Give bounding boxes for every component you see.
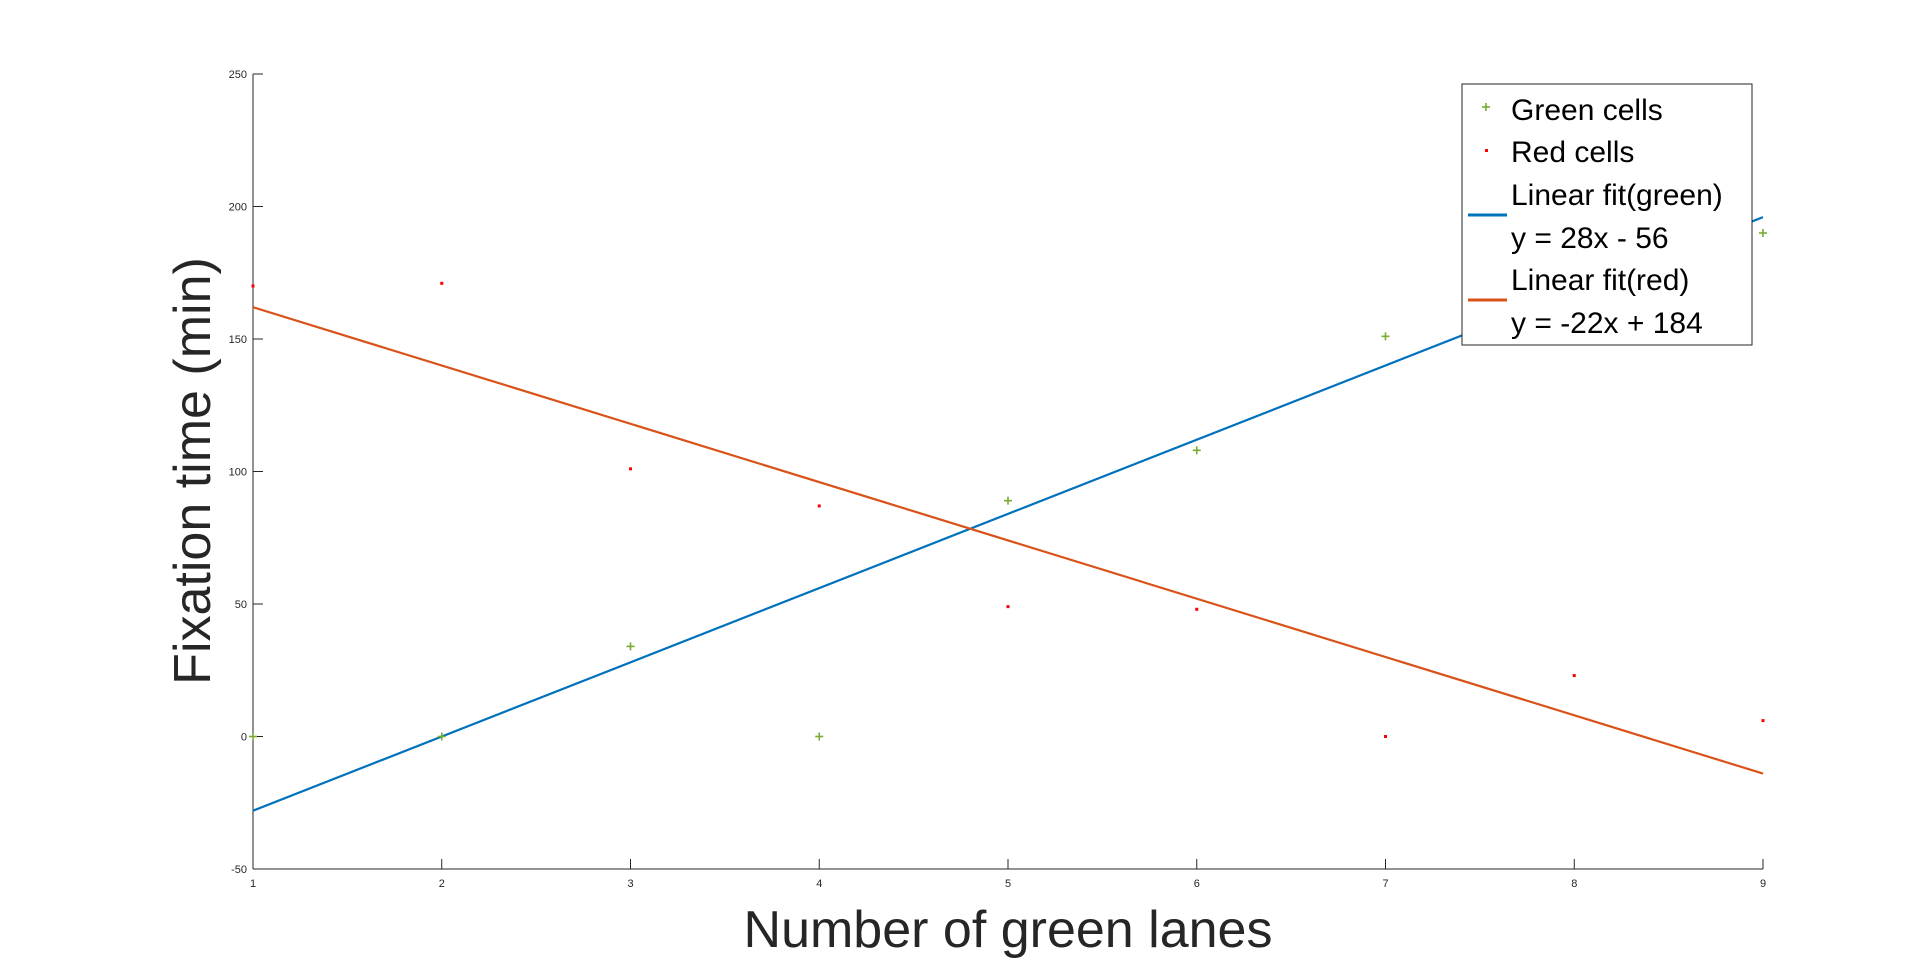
- legend-box: [1461, 83, 1753, 346]
- red-cell-point: [1572, 674, 1576, 678]
- red-cell-point: [1761, 719, 1765, 723]
- linear-fit-red-line: [252, 306, 1764, 775]
- red-cell-point: [1384, 735, 1387, 738]
- x-tick-label: 5: [1005, 878, 1011, 890]
- y-tick-label: 50: [235, 599, 247, 611]
- x-tick-label: 2: [439, 878, 445, 890]
- red-cell-point: [629, 467, 632, 471]
- x-tick-label: 8: [1571, 878, 1577, 890]
- green-cell-point: [249, 732, 257, 741]
- y-tick-label: 250: [229, 69, 247, 81]
- legend: Green cells Red cells Linear fit(green) …: [1461, 83, 1753, 346]
- green-cell-point: [437, 732, 446, 741]
- red-cell-point: [1006, 605, 1010, 609]
- legend-item-red-cells: Red cells: [1485, 136, 1634, 169]
- legend-label-red-cells: Red cells: [1511, 136, 1634, 169]
- x-tick-label: 6: [1194, 878, 1200, 890]
- green-cell-point: [626, 642, 635, 651]
- x-ticks: 1 2 3 4 5 6 7 8 9: [250, 859, 1766, 890]
- x-tick-label: 7: [1382, 878, 1388, 890]
- x-tick-label: 1: [250, 878, 256, 890]
- red-cell-point: [1195, 607, 1199, 611]
- red-cell-point: [817, 504, 821, 508]
- data-points: [249, 229, 1767, 741]
- y-tick-label: 100: [229, 467, 247, 479]
- y-tick-label: 200: [229, 202, 247, 214]
- green-cell-point: [1004, 496, 1012, 505]
- red-cell-point: [251, 284, 255, 288]
- y-tick-label: 150: [229, 334, 247, 346]
- x-tick-label: 9: [1760, 878, 1766, 890]
- x-axis-title: Number of green lanes: [744, 901, 1273, 959]
- legend-equation-linear-fit-red: y = -22x + 184: [1511, 307, 1703, 340]
- legend-marker-red-cells: [1485, 149, 1488, 152]
- green-cell-point: [1759, 229, 1767, 237]
- red-cell-point: [440, 281, 444, 285]
- green-cell-point: [815, 732, 824, 741]
- legend-item-linear-fit-green: Linear fit(green) y = 28x - 56: [1468, 179, 1723, 255]
- y-ticks: -50 0 50 100 150 200 250: [229, 69, 263, 876]
- legend-label-linear-fit-green: Linear fit(green): [1511, 179, 1723, 212]
- legend-label-green-cells: Green cells: [1511, 94, 1663, 127]
- y-tick-label: -50: [231, 864, 247, 876]
- y-axis-title: Fixation time (min): [164, 257, 222, 685]
- x-tick-label: 3: [627, 878, 633, 890]
- x-tick-label: 4: [816, 878, 822, 890]
- green-cell-point: [1192, 446, 1201, 455]
- y-tick-label: 0: [241, 732, 247, 744]
- green-cell-point: [1381, 332, 1390, 341]
- legend-equation-linear-fit-green: y = 28x - 56: [1511, 222, 1669, 255]
- legend-item-linear-fit-red: Linear fit(red) y = -22x + 184: [1468, 264, 1703, 340]
- legend-marker-green-cells: [1482, 103, 1490, 111]
- legend-label-linear-fit-red: Linear fit(red): [1511, 264, 1689, 297]
- legend-item-green-cells: Green cells: [1482, 94, 1663, 127]
